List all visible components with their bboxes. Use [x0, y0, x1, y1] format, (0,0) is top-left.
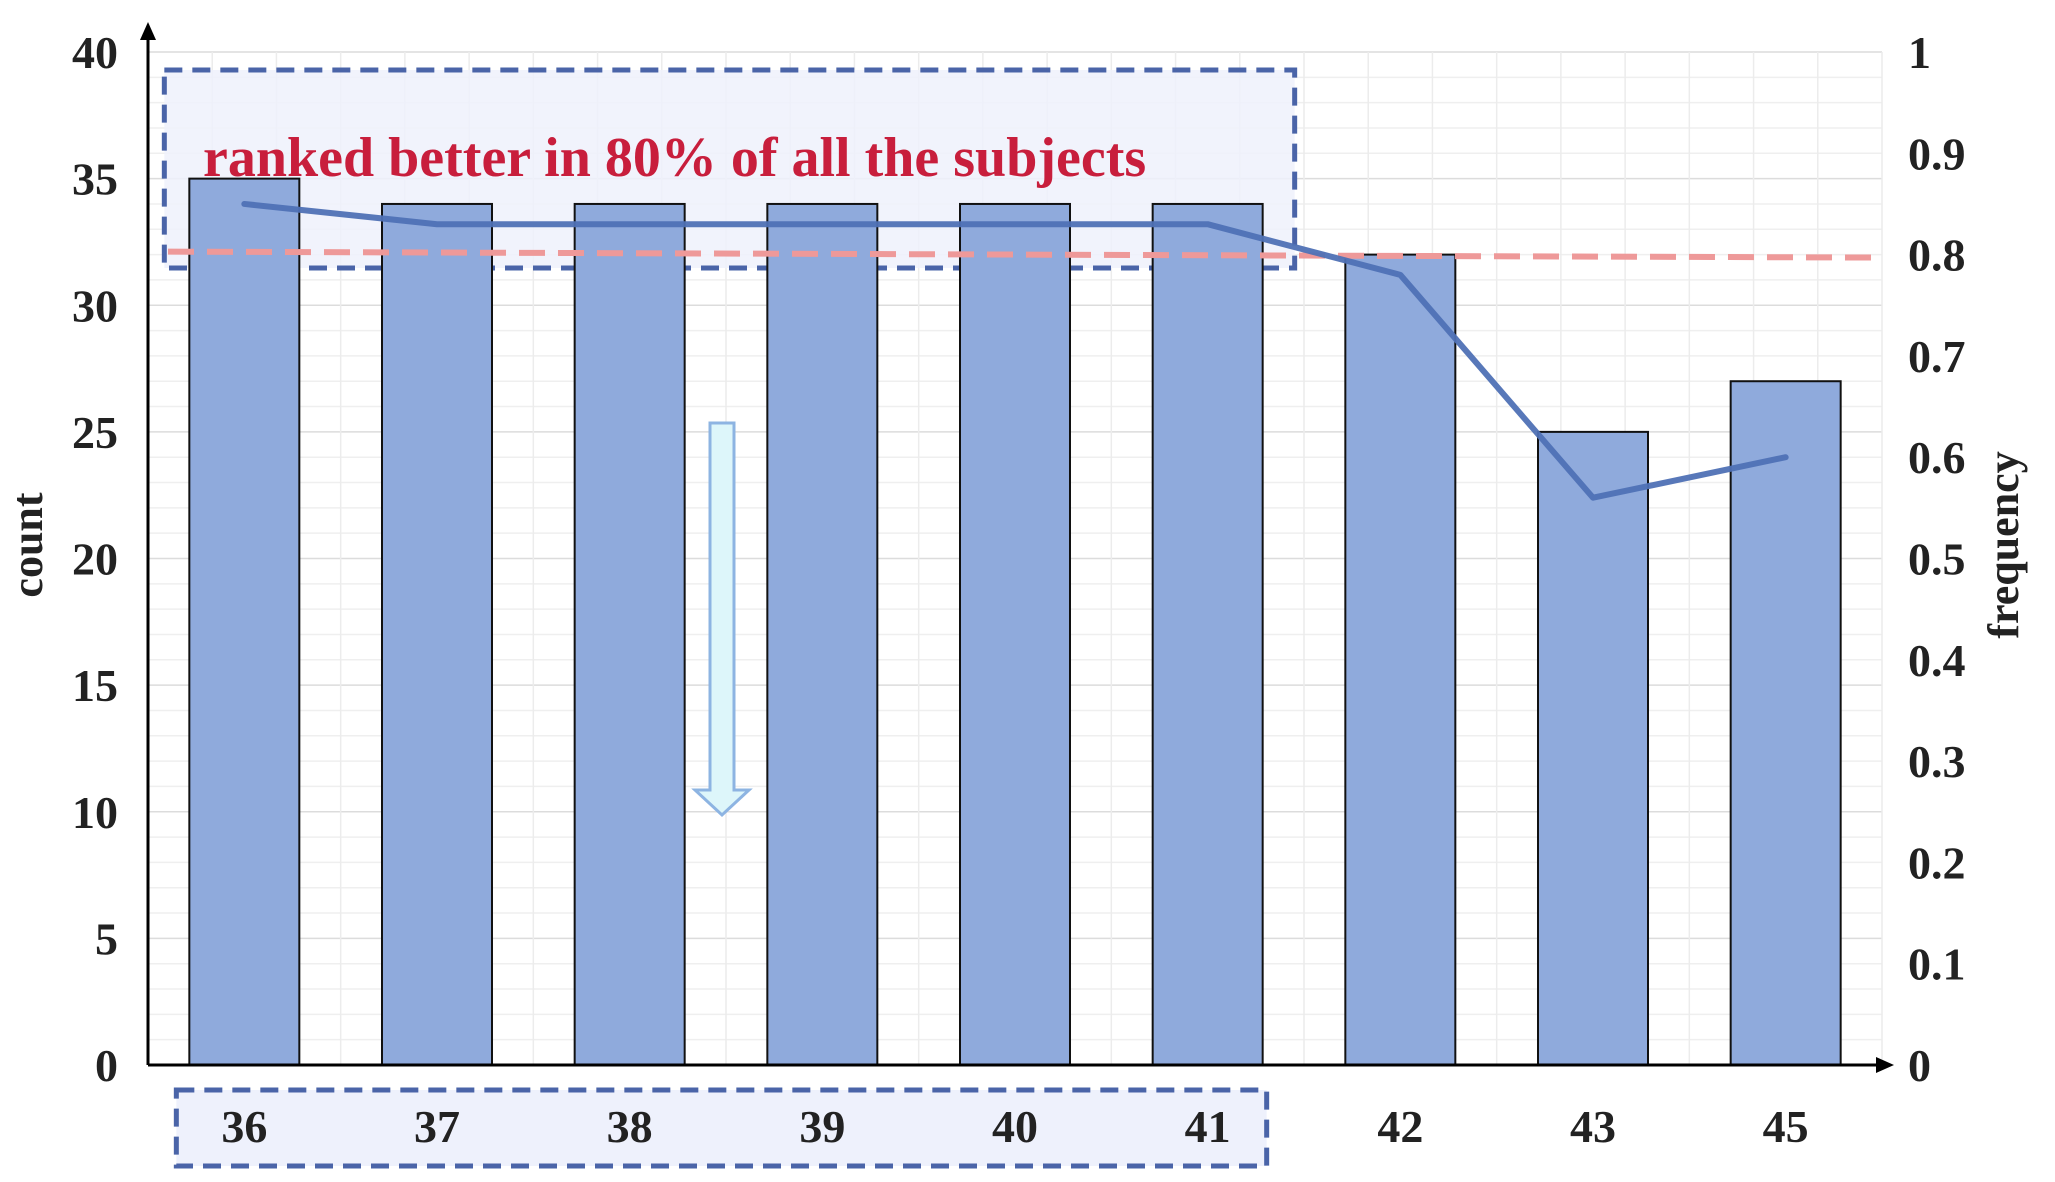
bar-37 — [381, 202, 493, 1066]
bar-39 — [766, 202, 879, 1066]
bar-38 — [573, 202, 686, 1066]
y2-tick-label: 0.8 — [1908, 230, 1966, 281]
x-tick-label: 39 — [799, 1101, 845, 1152]
x-tick-label: 43 — [1570, 1101, 1616, 1152]
y2-tick-label: 0.9 — [1908, 128, 1966, 179]
y-tick-label: 25 — [72, 407, 118, 458]
y2-tick-label: 0.5 — [1908, 534, 1966, 585]
annotation-text: ranked better in 80% of all the subjects — [203, 127, 1146, 189]
down-arrow-icon — [691, 421, 753, 818]
y2-tick-label: 0.4 — [1908, 635, 1966, 686]
y2-axis-label: frequency — [1979, 451, 2028, 638]
y2-tick-label: 0.2 — [1908, 837, 1966, 888]
bars — [188, 177, 1842, 1067]
highlight-box-top — [161, 67, 1298, 271]
y-tick-label: 20 — [72, 534, 118, 585]
bar-45 — [1729, 380, 1842, 1067]
y-tick-label: 40 — [72, 27, 118, 78]
y-tick-label: 35 — [72, 154, 118, 205]
x-tick-label: 42 — [1377, 1101, 1423, 1152]
y-axis-label: count — [3, 492, 52, 597]
bar-43 — [1537, 430, 1649, 1066]
y2-tick-label: 0.1 — [1908, 939, 1966, 990]
y-tick-label: 15 — [72, 660, 118, 711]
axes — [140, 22, 1894, 1073]
frequency-line — [241, 200, 1789, 501]
bar-40 — [959, 202, 1071, 1066]
y2-tick-label: 0.7 — [1908, 331, 1966, 382]
y-tick-label: 10 — [72, 787, 118, 838]
x-axis-arrowhead — [1876, 1057, 1894, 1073]
y2-tick-label: 0.3 — [1908, 736, 1966, 787]
y2-tick-label: 1 — [1908, 27, 1931, 78]
y-tick-label: 0 — [95, 1040, 118, 1091]
x-tick-label: 40 — [992, 1101, 1038, 1152]
bar-42 — [1344, 253, 1457, 1067]
bar-41 — [1151, 202, 1264, 1066]
x-tick-label: 41 — [1185, 1101, 1231, 1152]
bar-36 — [188, 177, 301, 1066]
y-tick-labels: 0 5 10 15 20 25 30 35 40 — [72, 27, 118, 1091]
x-tick-labels: 36 37 38 39 40 41 42 43 45 — [221, 1101, 1808, 1152]
highlight-box-categories — [173, 1087, 1270, 1169]
y2-tick-label: 0 — [1908, 1040, 1931, 1091]
y-tick-label: 5 — [95, 913, 118, 964]
y2-tick-label: 0.6 — [1908, 432, 1966, 483]
x-tick-label: 36 — [221, 1101, 267, 1152]
threshold-line — [167, 248, 1883, 261]
y-axis-arrowhead — [140, 22, 156, 40]
x-tick-label: 37 — [414, 1101, 460, 1152]
y-tick-label: 30 — [72, 280, 118, 331]
y2-tick-labels: 0 0.1 0.2 0.3 0.4 0.5 0.6 0.7 0.8 0.9 1 — [1908, 27, 1966, 1091]
x-tick-label: 38 — [607, 1101, 653, 1152]
x-tick-label: 45 — [1763, 1101, 1809, 1152]
